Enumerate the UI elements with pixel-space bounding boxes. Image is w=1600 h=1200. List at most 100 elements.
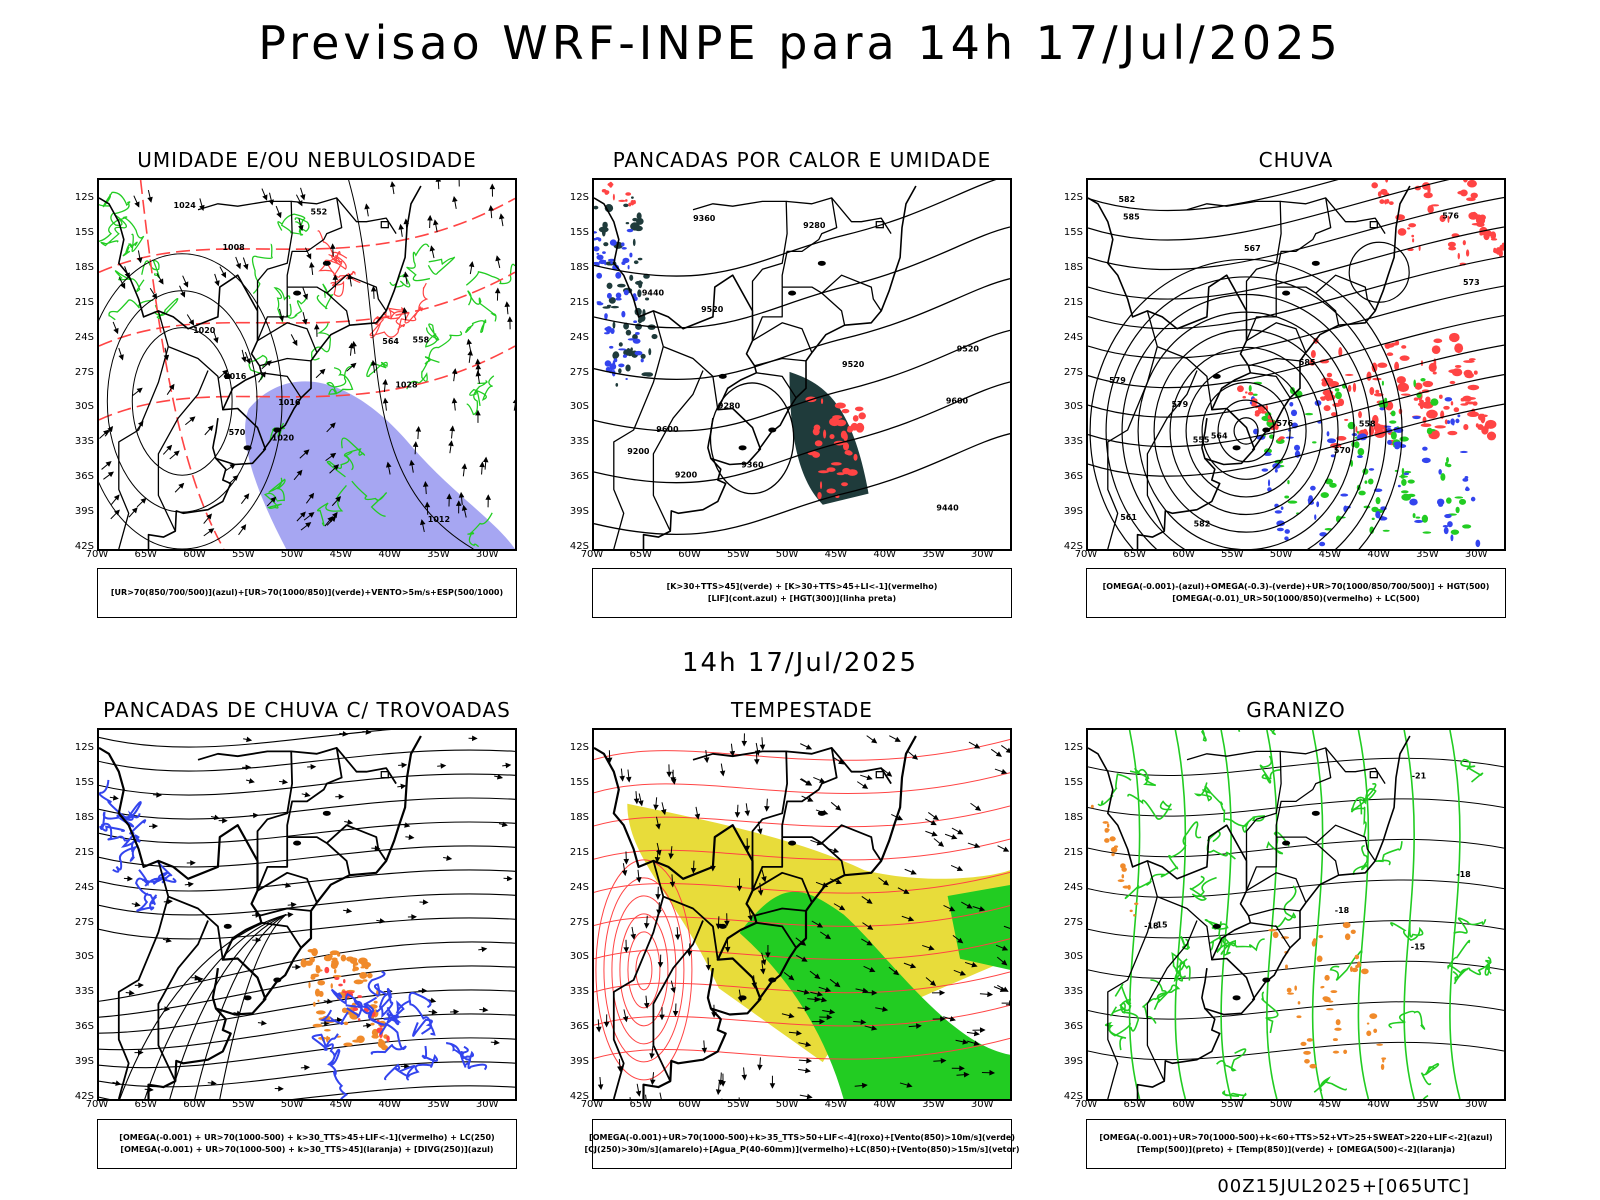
longitude-tick-label: 40W xyxy=(1367,1099,1390,1110)
latitude-tick-label: 21S xyxy=(569,846,589,858)
latitude-tick-label: 27S xyxy=(569,366,589,378)
svg-text:9360: 9360 xyxy=(693,214,716,223)
longitude-tick-label: 50W xyxy=(280,549,304,560)
panel-legend: [UR>70(850/700/500)](azul)+[UR>70(1000/8… xyxy=(97,568,517,618)
longitude-tick-label: 45W xyxy=(824,1099,848,1110)
legend-line: [LIF](cont.azul) + [HGT(300)](linha pret… xyxy=(707,594,897,603)
svg-text:552: 552 xyxy=(311,207,328,216)
latitude-tick-label: 39S xyxy=(569,1056,589,1068)
longitude-tick-label: 40W xyxy=(873,549,896,560)
latitude-tick-label: 21S xyxy=(569,296,589,308)
latitude-tick-label: 42S xyxy=(1063,1091,1083,1102)
longitude-tick-label: 40W xyxy=(1367,549,1390,560)
latitude-tick-label: 27S xyxy=(74,366,94,378)
svg-text:1028: 1028 xyxy=(395,381,418,390)
latitude-tick-label: 33S xyxy=(1063,986,1083,998)
main-title: Previsao WRF-INPE para 14h 17/Jul/2025 xyxy=(258,16,1342,70)
longitude-tick-label: 50W xyxy=(775,1099,799,1110)
longitude-tick-label: 70W xyxy=(85,549,109,560)
longitude-tick-label: 30W xyxy=(1464,1099,1488,1110)
longitude-tick-label: 45W xyxy=(329,1099,353,1110)
panel-title: UMIDADE E/OU NEBULOSIDADE xyxy=(137,148,477,172)
longitude-tick-label: 30W xyxy=(475,549,499,560)
legend-line: [OMEGA(-0.001) + UR>70(1000-500) + k>30_… xyxy=(120,1145,494,1154)
legend-line: [K>30+TTS>45](verde) + [K>30+TTS>45+LI<-… xyxy=(666,582,938,591)
svg-text:9280: 9280 xyxy=(803,221,826,230)
svg-text:585: 585 xyxy=(1123,212,1140,221)
latitude-tick-label: 18S xyxy=(74,261,94,273)
svg-text:9520: 9520 xyxy=(957,344,980,353)
legend-line: [CJ(250)>30m/s](amarelo)+[Agua_P(40-60mm… xyxy=(584,1145,1020,1154)
svg-text:9440: 9440 xyxy=(936,503,959,512)
forecast-time-label: 14h 17/Jul/2025 xyxy=(682,648,918,678)
longitude-tick-label: 55W xyxy=(727,1099,750,1110)
longitude-tick-label: 65W xyxy=(1123,549,1147,560)
longitude-tick-label: 65W xyxy=(629,549,653,560)
latitude-tick-label: 24S xyxy=(1063,331,1083,343)
longitude-tick-label: 30W xyxy=(970,549,994,560)
svg-text:555: 555 xyxy=(1193,436,1210,445)
svg-text:9200: 9200 xyxy=(675,470,698,479)
longitude-tick-label: 50W xyxy=(280,1099,304,1110)
latitude-tick-label: 15S xyxy=(1063,776,1083,788)
latitude-tick-label: 12S xyxy=(569,742,589,753)
latitude-tick-label: 24S xyxy=(569,331,589,343)
longitude-tick-label: 55W xyxy=(232,1099,255,1110)
svg-text:1024: 1024 xyxy=(174,201,197,210)
legend-line: [OMEGA(-0.001)+UR>70(1000-500)+k>35_TTS>… xyxy=(589,1133,1015,1142)
longitude-tick-label: 60W xyxy=(678,549,701,560)
legend-line: [OMEGA(-0.01)_UR>50(1000/850)(vermelho) … xyxy=(1172,594,1420,603)
svg-text:1020: 1020 xyxy=(193,326,216,335)
latitude-tick-label: 42S xyxy=(569,541,589,552)
latitude-tick-label: 39S xyxy=(74,506,94,518)
latitude-tick-label: 21S xyxy=(74,846,94,858)
legend-line: [OMEGA(-0.001) + UR>70(1000-500) + k>30_… xyxy=(119,1133,495,1142)
panel-title: TEMPESTADE xyxy=(731,698,873,722)
latitude-tick-label: 30S xyxy=(569,951,589,963)
svg-text:-15: -15 xyxy=(1411,943,1426,952)
weather-map: 1016 1020 1024 1028 1012 1008 1020 1016 570 564 55… xyxy=(97,178,517,551)
latitude-tick-label: 39S xyxy=(1063,1056,1083,1068)
latitude-tick-label: 33S xyxy=(569,986,589,998)
longitude-tick-label: 45W xyxy=(1318,1099,1342,1110)
longitude-tick-label: 45W xyxy=(1318,549,1342,560)
legend-line: [OMEGA(-0.001)-(azul)+OMEGA(-0.3)-(verde… xyxy=(1102,582,1490,591)
run-info-footer: 00Z15JUL2025+[065UTC] xyxy=(1217,1176,1470,1197)
latitude-tick-label: 18S xyxy=(74,811,94,823)
latitude-tick-label: 36S xyxy=(1063,471,1083,483)
svg-text:582: 582 xyxy=(1118,195,1135,204)
legend-line: [OMEGA(-0.001)+UR>70(1000-500)+k<60+TTS>… xyxy=(1099,1133,1493,1142)
longitude-tick-label: 55W xyxy=(727,549,750,560)
latitude-tick-label: 36S xyxy=(74,471,94,483)
longitude-tick-label: 35W xyxy=(427,1099,450,1110)
latitude-tick-label: 15S xyxy=(74,776,94,788)
svg-text:558: 558 xyxy=(1359,420,1376,429)
svg-text:582: 582 xyxy=(1194,519,1211,528)
latitude-tick-label: 33S xyxy=(74,986,94,998)
longitude-tick-label: 40W xyxy=(873,1099,896,1110)
longitude-tick-label: 60W xyxy=(1172,549,1195,560)
latitude-tick-label: 30S xyxy=(1063,401,1083,413)
latitude-tick-label: 24S xyxy=(74,331,94,343)
longitude-tick-label: 40W xyxy=(378,549,401,560)
svg-text:-18: -18 xyxy=(1456,870,1471,879)
svg-text:570: 570 xyxy=(229,428,246,437)
svg-text:576: 576 xyxy=(1442,211,1459,220)
longitude-tick-label: 70W xyxy=(580,1099,604,1110)
latitude-tick-label: 42S xyxy=(74,1091,94,1102)
latitude-tick-label: 24S xyxy=(74,881,94,893)
latitude-tick-label: 21S xyxy=(74,296,94,308)
panel-title: PANCADAS POR CALOR E UMIDADE xyxy=(612,148,992,172)
svg-text:567: 567 xyxy=(1244,244,1261,253)
longitude-tick-label: 70W xyxy=(1074,549,1098,560)
longitude-tick-label: 30W xyxy=(1464,549,1488,560)
latitude-tick-label: 24S xyxy=(569,881,589,893)
panel-legend: [OMEGA(-0.001)-(azul)+OMEGA(-0.3)-(verde… xyxy=(1086,568,1506,618)
longitude-tick-label: 70W xyxy=(1074,1099,1098,1110)
longitude-tick-label: 55W xyxy=(1221,549,1244,560)
latitude-tick-label: 18S xyxy=(1063,811,1083,823)
svg-text:1020: 1020 xyxy=(272,434,295,443)
latitude-tick-label: 42S xyxy=(569,1091,589,1102)
latitude-tick-label: 12S xyxy=(1063,192,1083,203)
latitude-tick-label: 12S xyxy=(74,192,94,203)
